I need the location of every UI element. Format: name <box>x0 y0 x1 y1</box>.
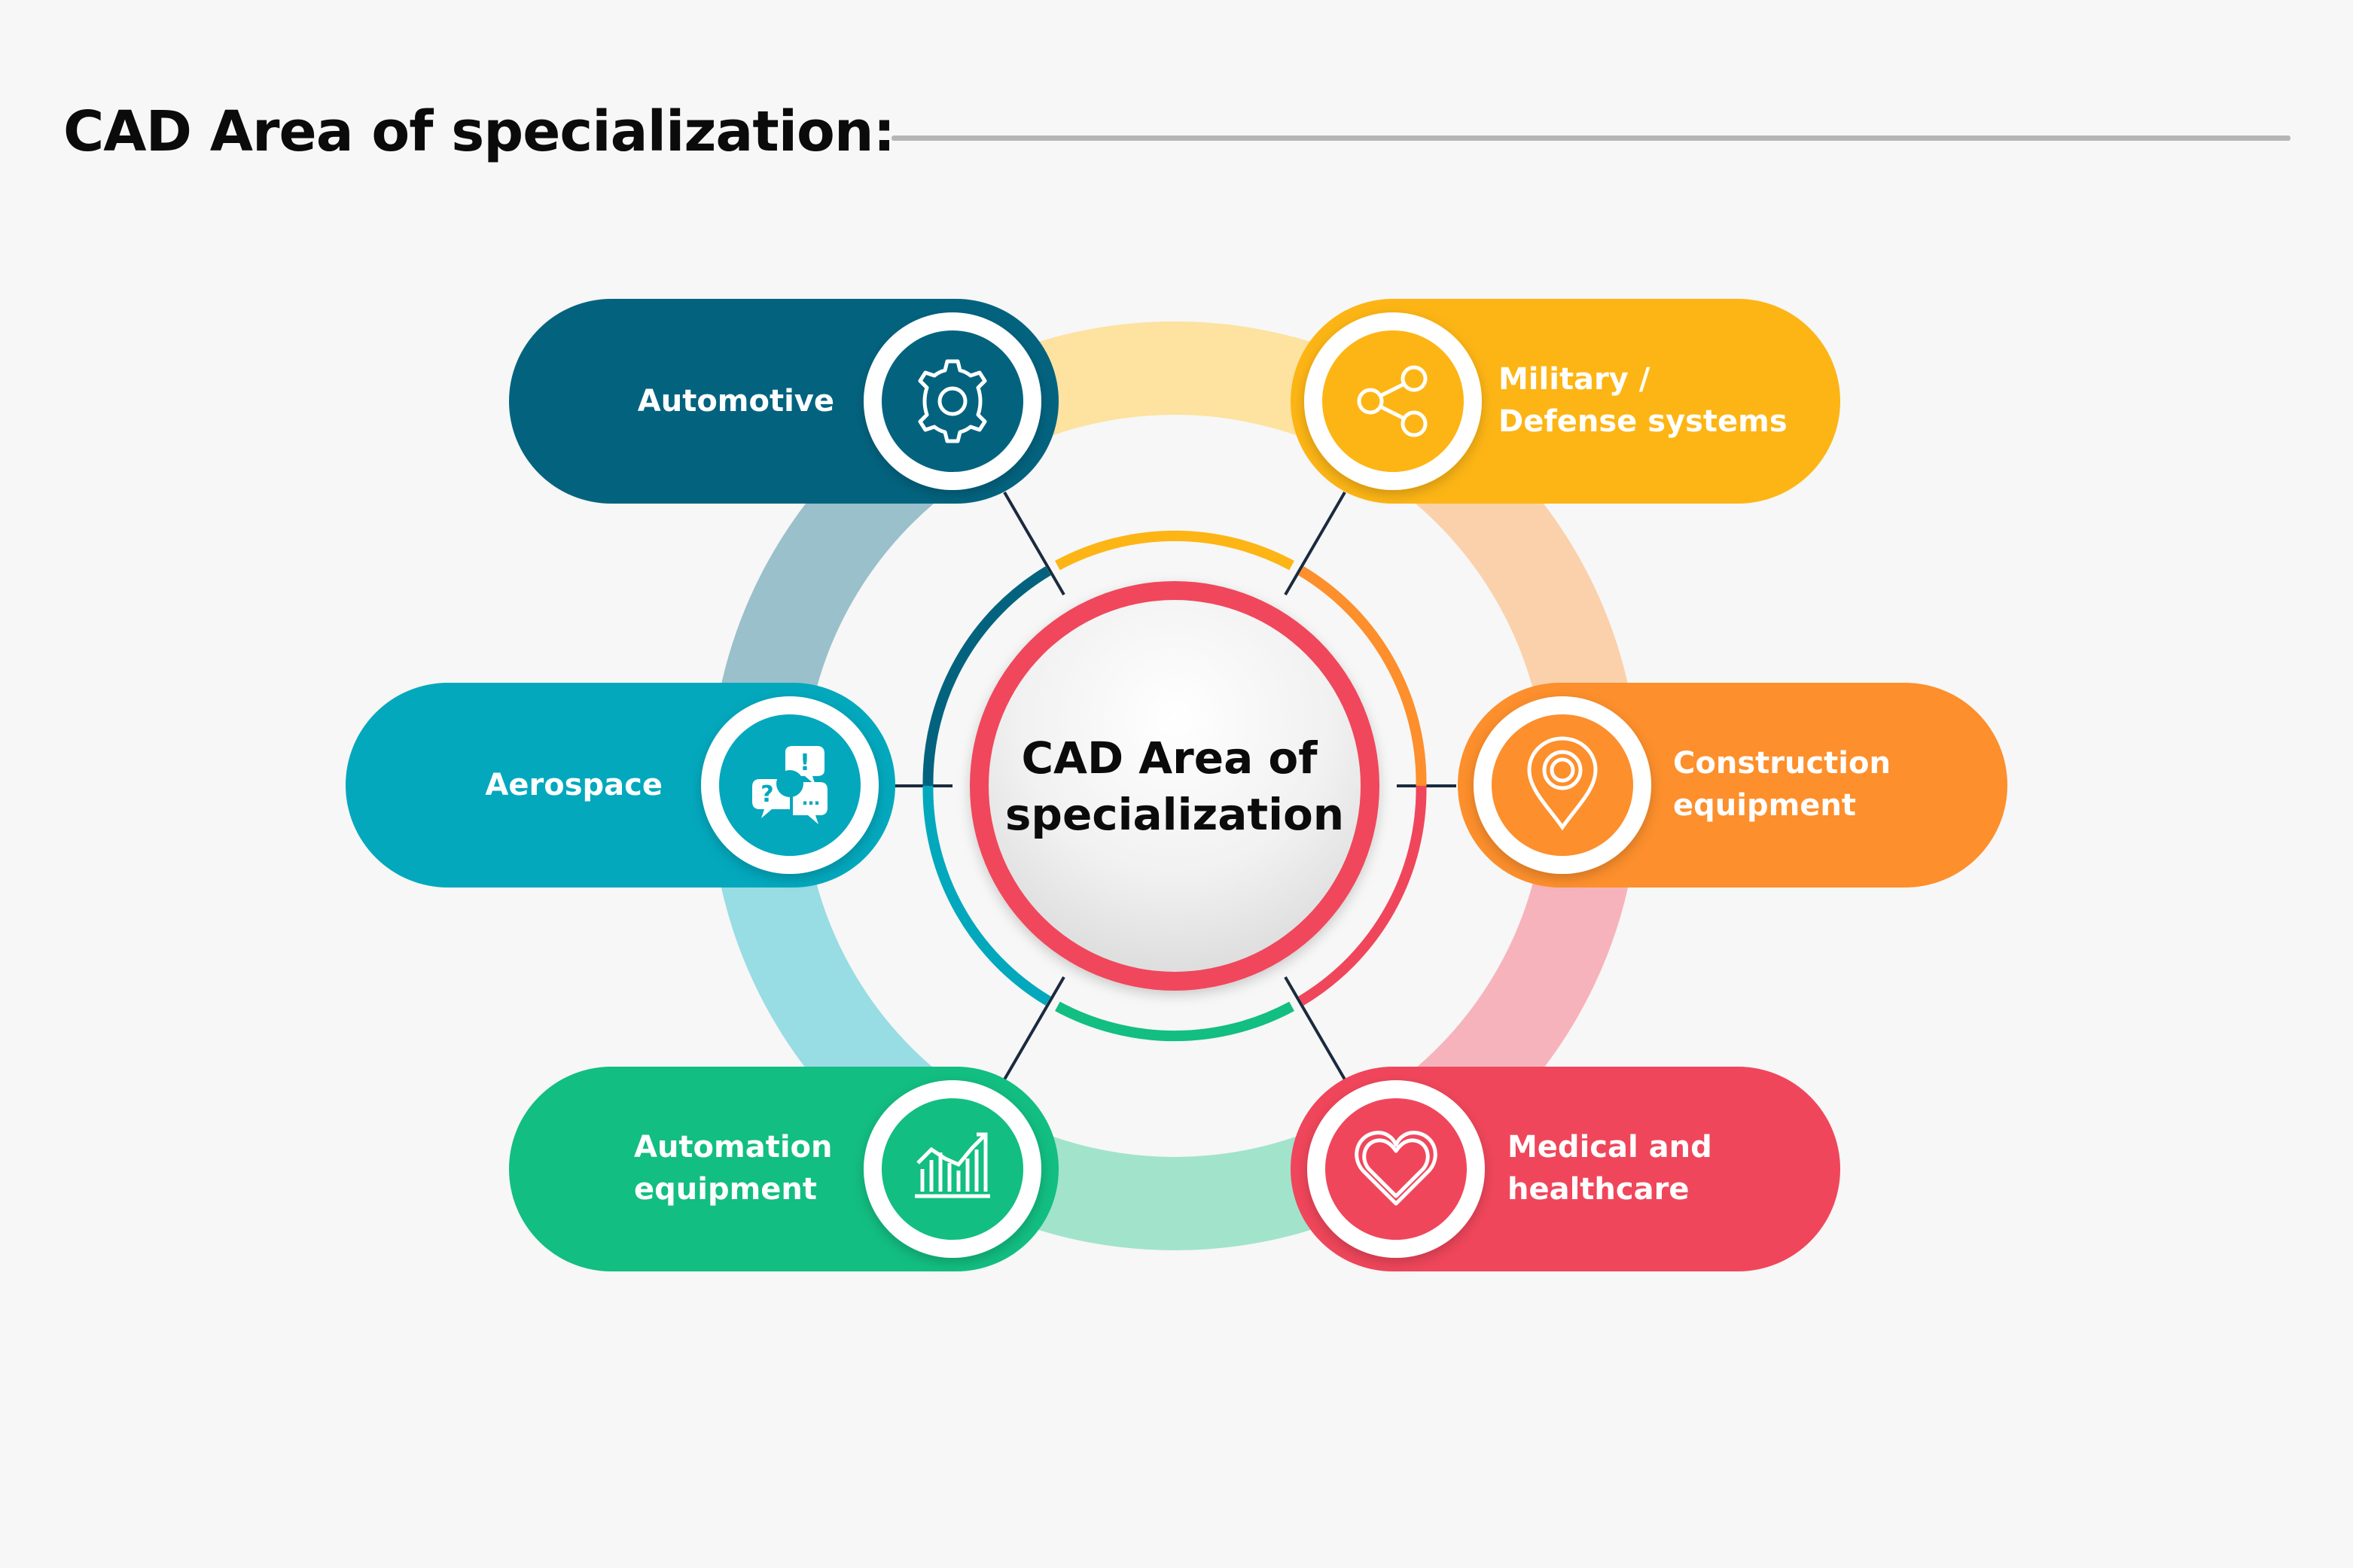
inner-ring-segment-yellow <box>1055 530 1294 571</box>
page-title: CAD Area of specialization: <box>63 99 895 164</box>
center-title-line-2: specialization <box>1005 789 1344 840</box>
inner-ring <box>922 530 1427 1042</box>
inner-ring-segment-green <box>1055 1001 1294 1042</box>
center-hub: CAD Area of specialization <box>970 581 1379 991</box>
inner-ring-segment-teal <box>922 785 1051 1006</box>
center-title-line-1: CAD Area of <box>1021 732 1318 784</box>
bar-chart-icon <box>915 1132 990 1198</box>
svg-text:…: … <box>802 788 820 809</box>
node-automation-label-line-1: Automation <box>634 1130 833 1165</box>
node-military-label-line-1: Military / <box>1498 362 1650 397</box>
svg-text:?: ? <box>760 781 773 808</box>
title-divider <box>892 135 2291 141</box>
node-construction-label-line-2: equipment <box>1673 788 1856 823</box>
inner-ring-segment-orange <box>1298 566 1427 787</box>
share-icon <box>1357 365 1428 437</box>
node-automation-label-line-2: equipment <box>634 1172 817 1207</box>
node-automotive[interactable]: Automotive <box>509 299 1059 504</box>
inner-ring-segment-blue <box>922 566 1051 787</box>
node-aerospace[interactable]: Aerospace ? ! … <box>346 683 895 888</box>
node-construction[interactable]: Construction equipment <box>1458 683 2007 888</box>
location-pin-icon <box>1527 736 1598 831</box>
node-construction-label-line-1: Construction <box>1673 746 1891 781</box>
node-aerospace-label: Aerospace <box>485 768 663 802</box>
node-automotive-label: Automotive <box>638 384 834 419</box>
inner-ring-segment-red <box>1298 785 1427 1006</box>
chat-bubbles-icon: ? ! … <box>752 746 828 824</box>
node-medical-label-line-1: Medical and <box>1507 1130 1712 1165</box>
node-medical[interactable]: Medical and healthcare <box>1291 1067 1840 1271</box>
node-medical-label-line-2: healthcare <box>1507 1172 1689 1207</box>
node-military-label-line-2: Defense systems <box>1498 404 1788 439</box>
heart-icon <box>1355 1131 1437 1206</box>
node-automation[interactable]: Automation equipment <box>509 1067 1059 1271</box>
gear-icon <box>918 359 987 443</box>
node-military[interactable]: Military / Defense systems <box>1291 299 1840 504</box>
svg-text:!: ! <box>800 750 810 776</box>
